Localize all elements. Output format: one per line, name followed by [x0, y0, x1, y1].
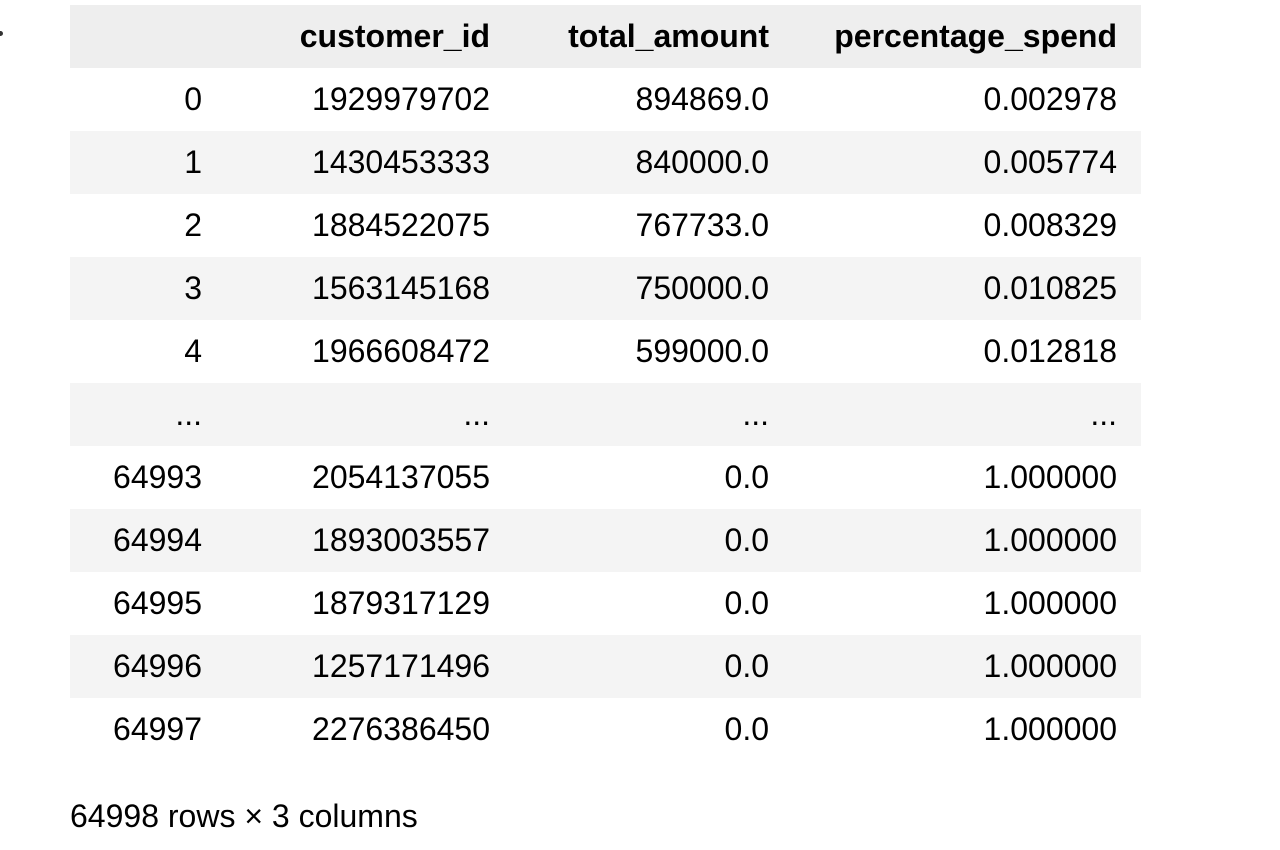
table-row: 64994 1893003557 0.0 1.000000	[70, 509, 1141, 572]
table-body: 0 1929979702 894869.0 0.002978 1 1430453333 84…	[70, 68, 1141, 761]
table-row: 0 1929979702 894869.0 0.002978	[70, 68, 1141, 131]
row-index-cell: ...	[175, 396, 202, 432]
row-index-cell: 4	[184, 333, 202, 369]
row-index-cell: 1	[184, 144, 202, 180]
table-row: 2 1884522075 767733.0 0.008329	[70, 194, 1141, 257]
total-amount-cell: 0.0	[724, 585, 769, 621]
header-row: customer_id total_amount percentage_spen…	[70, 5, 1141, 68]
customer-id-cell: 2054137055	[312, 459, 490, 495]
row-index-cell: 3	[184, 270, 202, 306]
table-header: customer_id total_amount percentage_spen…	[70, 5, 1141, 68]
column-header-customer-id: customer_id	[299, 18, 490, 54]
total-amount-cell: 0.0	[724, 459, 769, 495]
table-row: 64993 2054137055 0.0 1.000000	[70, 446, 1141, 509]
customer-id-cell: 1430453333	[312, 144, 490, 180]
percentage-spend-cell: 0.012818	[983, 333, 1117, 369]
table-row: 64995 1879317129 0.0 1.000000	[70, 572, 1141, 635]
percentage-spend-cell: 1.000000	[983, 459, 1117, 495]
total-amount-cell: 0.0	[724, 648, 769, 684]
percentage-spend-cell: 1.000000	[983, 522, 1117, 558]
total-amount-cell: 0.0	[724, 522, 769, 558]
total-amount-cell: 840000.0	[635, 144, 769, 180]
customer-id-cell: 1879317129	[312, 585, 490, 621]
percentage-spend-cell: 1.000000	[983, 711, 1117, 747]
percentage-spend-cell: 0.005774	[983, 144, 1117, 180]
customer-id-cell: 1929979702	[312, 81, 490, 117]
percentage-spend-cell: 0.008329	[983, 207, 1117, 243]
total-amount-cell: ...	[742, 396, 769, 432]
customer-id-cell: 1257171496	[312, 648, 490, 684]
row-index-cell: 64993	[113, 459, 202, 495]
table-row: 4 1966608472 599000.0 0.012818	[70, 320, 1141, 383]
total-amount-cell: 599000.0	[635, 333, 769, 369]
row-index-cell: 2	[184, 207, 202, 243]
row-index-cell: 64997	[113, 711, 202, 747]
table-row: 3 1563145168 750000.0 0.010825	[70, 257, 1141, 320]
column-header-total-amount: total_amount	[568, 18, 769, 54]
percentage-spend-cell: 0.010825	[983, 270, 1117, 306]
customer-id-cell: 1884522075	[312, 207, 490, 243]
total-amount-cell: 750000.0	[635, 270, 769, 306]
customer-id-cell: 1893003557	[312, 522, 490, 558]
total-amount-cell: 894869.0	[635, 81, 769, 117]
customer-id-cell: ...	[463, 396, 490, 432]
column-header-percentage-spend: percentage_spend	[834, 18, 1117, 54]
customer-id-cell: 2276386450	[312, 711, 490, 747]
edge-dot-icon	[0, 31, 3, 36]
dataframe-table: customer_id total_amount percentage_spen…	[70, 5, 1141, 761]
table-row: 1 1430453333 840000.0 0.005774	[70, 131, 1141, 194]
percentage-spend-cell: 1.000000	[983, 648, 1117, 684]
row-index-cell: 64995	[113, 585, 202, 621]
table-row: 64996 1257171496 0.0 1.000000	[70, 635, 1141, 698]
row-index-cell: 0	[184, 81, 202, 117]
customer-id-cell: 1966608472	[312, 333, 490, 369]
total-amount-cell: 0.0	[724, 711, 769, 747]
percentage-spend-cell: 0.002978	[983, 81, 1117, 117]
percentage-spend-cell: 1.000000	[983, 585, 1117, 621]
row-column-count: 64998 rows × 3 columns	[70, 798, 418, 834]
table-row: 64997 2276386450 0.0 1.000000	[70, 698, 1141, 761]
total-amount-cell: 767733.0	[635, 207, 769, 243]
row-index-cell: 64994	[113, 522, 202, 558]
index-header	[70, 5, 226, 68]
table-row: ............	[70, 383, 1141, 446]
customer-id-cell: 1563145168	[312, 270, 490, 306]
row-index-cell: 64996	[113, 648, 202, 684]
percentage-spend-cell: ...	[1090, 396, 1117, 432]
